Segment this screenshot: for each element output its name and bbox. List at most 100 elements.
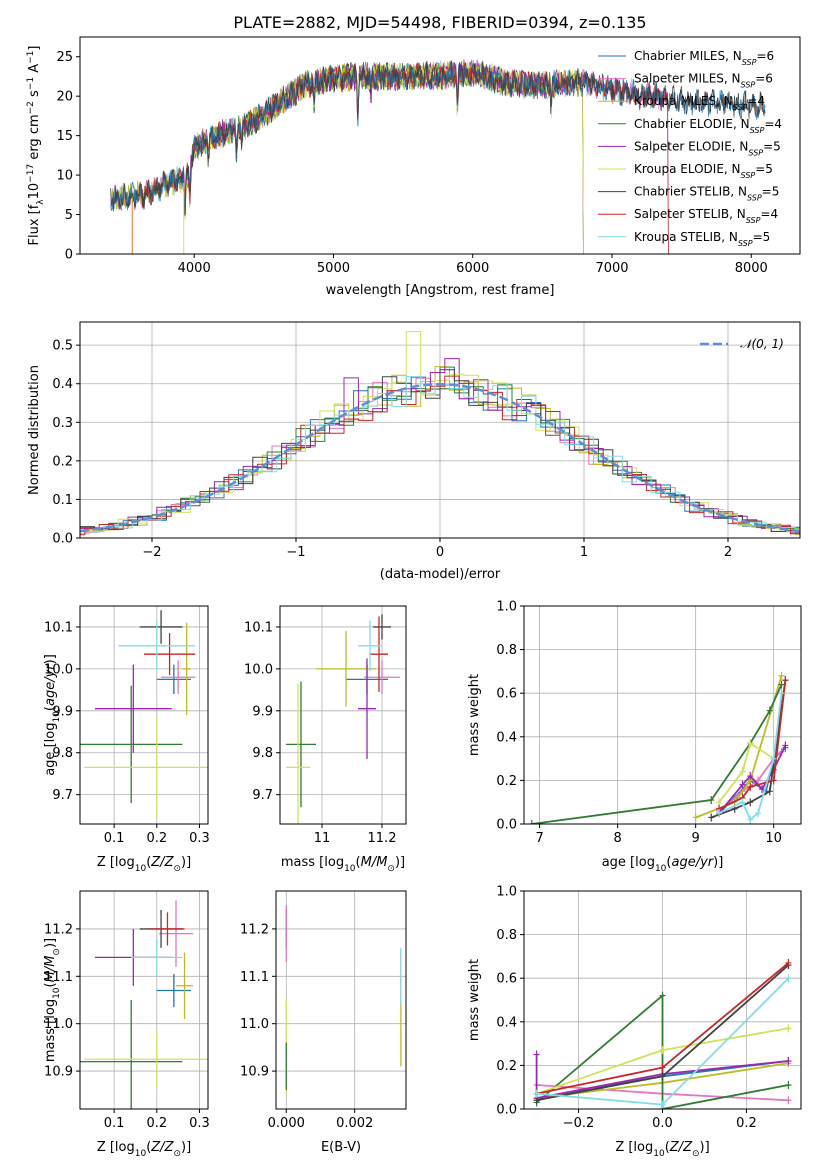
- weight-marker: [747, 739, 754, 748]
- y-tick-label: 11.1: [240, 970, 269, 985]
- x-axis-label: wavelength [Angstrom, rest frame]: [326, 283, 555, 298]
- data-point: [373, 614, 391, 640]
- y-tick-label: 10.9: [240, 1065, 269, 1080]
- weight-marker: [758, 785, 765, 794]
- plot-area: [80, 610, 208, 818]
- weight-marker: [747, 815, 754, 824]
- y-tick-label: 11.1: [44, 970, 73, 985]
- weight-line: [718, 693, 783, 822]
- x-tick-label: 0.2: [146, 831, 167, 846]
- data-point: [118, 620, 196, 671]
- weight-marker: [766, 706, 773, 715]
- y-tick-label: 9.7: [252, 788, 273, 803]
- weight-marker: [785, 1057, 792, 1066]
- weight-line: [718, 741, 775, 803]
- y-axis-label: mass weight: [467, 959, 482, 1041]
- x-tick-label: 9: [692, 831, 700, 846]
- age-vs-mass-panel: 11 11.2 9.7 9.8 9.9 10.0 10.1 mass [log10(M/M⊙)…: [244, 605, 407, 874]
- histogram-step: [80, 369, 800, 536]
- x-axis-label: mass [log10(M/M⊙)]: [281, 855, 405, 874]
- weight-marker: [692, 813, 699, 822]
- weight-marker: [778, 689, 785, 698]
- data-point: [286, 683, 310, 824]
- spectrum-panel: 4000 5000 6000 7000 8000 0 5 10 15 20 25 PLATE=2882…: [26, 13, 801, 298]
- x-tick-label: 4000: [178, 261, 211, 276]
- weight-marker: [747, 798, 754, 807]
- x-tick-label: 0.1: [104, 831, 125, 846]
- y-tick-label: 0.6: [496, 687, 517, 702]
- y-axis-label: mass [log10(M/M⊙)]: [43, 938, 62, 1062]
- y-tick-label: 11.0: [44, 1017, 73, 1032]
- weight-marker: [766, 787, 773, 796]
- legend-entry: Kroupa ELODIE, NSSP=5: [634, 162, 773, 180]
- y-tick-label: 0.1: [52, 493, 73, 508]
- y-tick-label: 15: [56, 129, 73, 144]
- weight-marker: [659, 991, 666, 1000]
- residual-histogram-panel: −2 −1 0 1 2 0.0 0.1 0.2 0.3 0.4 0.5 𝒩(0, 1) (data-mo…: [27, 321, 801, 582]
- histogram-step: [80, 375, 800, 536]
- weight-marker: [778, 671, 785, 680]
- y-tick-label: 10.0: [244, 662, 273, 677]
- legend-entry: Chabrier MILES, NSSP=6: [634, 49, 774, 67]
- mass-vs-metallicity-panel: 0.1 0.2 0.3 10.9 11.0 11.1 11.2 Z [log10(Z/Z⊙)]…: [43, 890, 210, 1159]
- weight-marker: [739, 780, 746, 789]
- x-tick-label: −1: [286, 545, 305, 560]
- y-axis-label: age [log10(age/yr)]: [43, 654, 62, 776]
- data-point: [358, 620, 382, 671]
- weight-marker: [747, 772, 754, 781]
- legend: Chabrier MILES, NSSP=6 Salpeter MILES, NS…: [598, 49, 782, 247]
- plot-area: [286, 614, 400, 824]
- x-tick-label: 10: [765, 831, 782, 846]
- weight-marker: [739, 767, 746, 776]
- y-tick-label: 9.8: [252, 746, 273, 761]
- x-axis-label: Z [log10(Z/Z⊙)]: [97, 855, 191, 874]
- x-tick-label: 0.000: [268, 1116, 305, 1131]
- x-tick-label: 0.3: [189, 831, 210, 846]
- x-tick-label: 5000: [317, 261, 350, 276]
- y-tick-label: 1.0: [496, 600, 517, 615]
- y-tick-label: 10: [56, 169, 73, 184]
- spectrum-line: [132, 61, 669, 254]
- legend-entry: Salpeter STELIB, NSSP=4: [634, 207, 778, 225]
- x-tick-label: 11.2: [368, 831, 397, 846]
- x-tick-label: 0: [436, 545, 444, 560]
- data-point: [358, 658, 376, 760]
- plot-area: [285, 905, 402, 1095]
- weight-marker: [785, 958, 792, 967]
- x-tick-label: 6000: [456, 261, 489, 276]
- weight-marker: [659, 1100, 666, 1109]
- y-tick-label: 0.0: [52, 532, 73, 547]
- y-tick-label: 0.2: [496, 1059, 517, 1074]
- weight-marker: [785, 1081, 792, 1090]
- plot-frame: [279, 605, 407, 825]
- plot-area: [533, 958, 792, 1109]
- y-tick-label: 0: [65, 248, 73, 263]
- histogram-step: [80, 377, 800, 533]
- y-axis-label: mass weight: [467, 674, 482, 756]
- plot-area: [80, 331, 800, 537]
- weight-marker: [785, 1096, 792, 1105]
- weight-marker: [708, 813, 715, 822]
- y-tick-label: 0.4: [496, 730, 517, 745]
- x-axis-label: E(B-V): [321, 1140, 361, 1155]
- data-point: [84, 1030, 208, 1088]
- y-tick-label: 11.0: [240, 1017, 269, 1032]
- weight-marker: [782, 676, 789, 685]
- weight-marker: [739, 798, 746, 807]
- x-tick-label: 0.002: [336, 1116, 373, 1131]
- y-tick-label: 0.2: [52, 454, 73, 469]
- y-tick-label: 10.1: [244, 620, 273, 635]
- data-point: [80, 1000, 183, 1109]
- legend-entry: Salpeter ELODIE, NSSP=5: [634, 139, 781, 157]
- y-tick-label: 20: [56, 90, 73, 105]
- legend-entry: Kroupa MILES, NSSP=4: [634, 94, 765, 112]
- y-axis-label: Normed distribution: [27, 365, 42, 495]
- weight-marker: [755, 776, 762, 785]
- y-tick-label: 0.0: [496, 1103, 517, 1118]
- weight-line: [695, 675, 783, 819]
- y-tick-label: 0.3: [52, 416, 73, 431]
- plot-frame: [523, 605, 802, 825]
- data-point: [158, 900, 194, 967]
- weight-marker: [528, 820, 535, 824]
- x-tick-label: 0.2: [736, 1116, 757, 1131]
